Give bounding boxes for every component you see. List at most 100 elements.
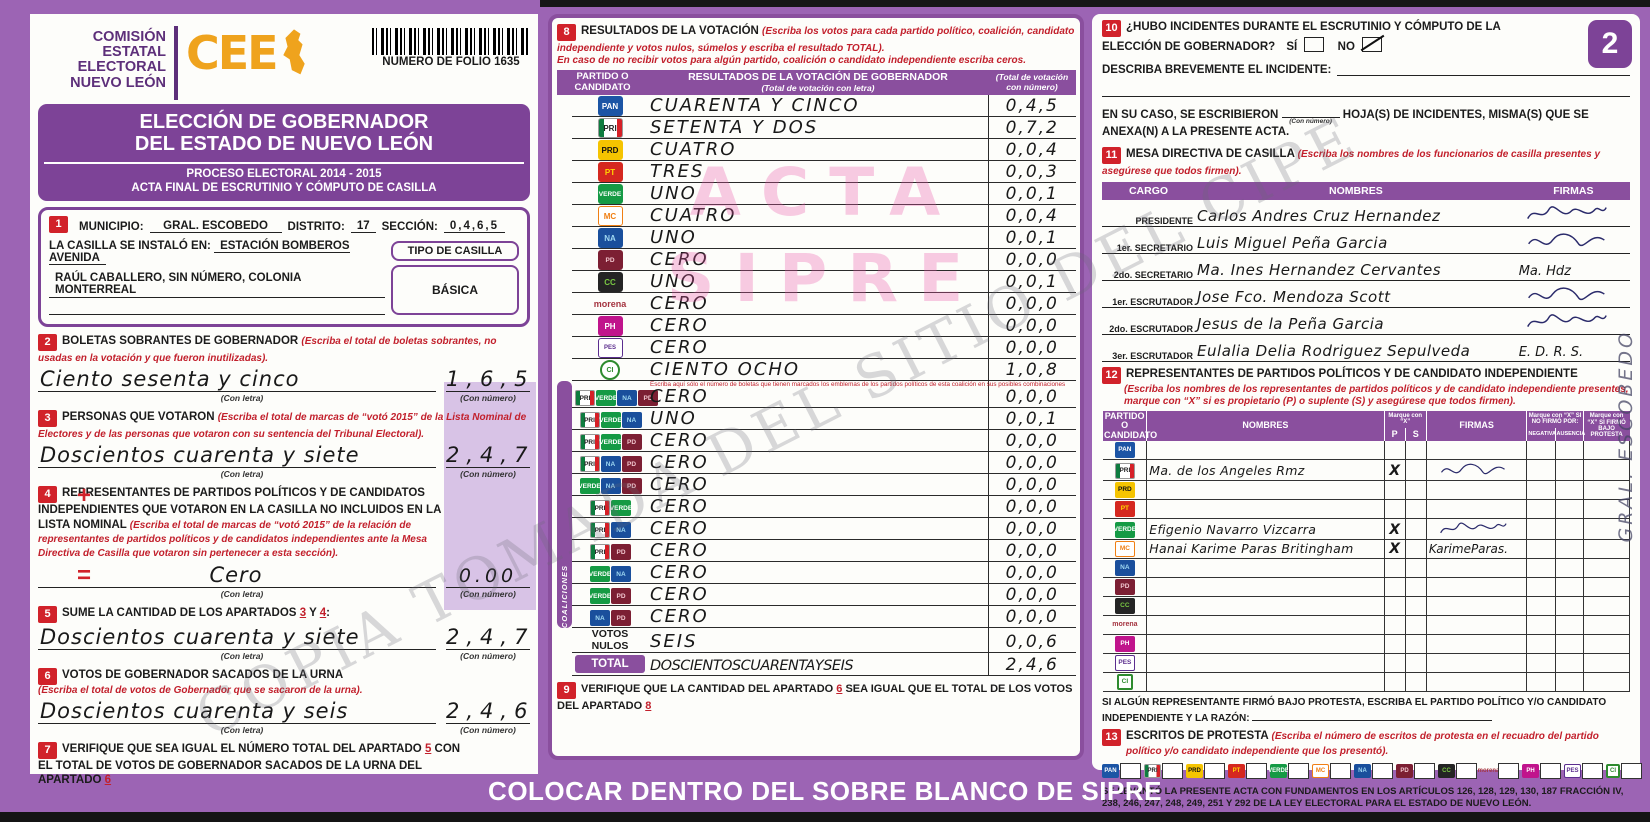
rep-firma-cell (1425, 615, 1528, 636)
results-row-pan: PAN CUARENTA Y CINCO 0,4,5 (557, 95, 1076, 118)
cee-logo: CEE (186, 18, 309, 80)
anexa-text-2: HOJA(S) DE INCIDENTES, MISMA(S) QUE SE (1342, 108, 1589, 121)
rep-nombre-cell: Hanai Karime Paras Britingham (1146, 539, 1385, 560)
con-letra-label: (Con letra) (220, 588, 264, 599)
nombre-cell: Ma. Ines Hernandez Cervantes (1195, 253, 1517, 281)
section-11-mesa-directiva: 11 MESA DIRECTIVA DE CASILLA (Escriba los… (1102, 147, 1630, 362)
funcionario-nombre: Jose Fco. Mendoza Scott (1197, 287, 1391, 306)
votes-letra: CERO (650, 496, 709, 518)
mesa-row-4: 1er. ESCRUTADOR Jose Fco. Mendoza Scott (1102, 280, 1630, 308)
section-number: 3 (38, 409, 57, 427)
votes-numero-cell: 0,0,1 (987, 407, 1076, 431)
votes-letra-cell: CERO (648, 539, 988, 563)
votes-letra-cell: SEIS (648, 627, 988, 654)
negativa-cell (1526, 672, 1556, 693)
votes-letra-cell: CERO (648, 429, 988, 453)
section-instructions: (Escriba el total de marcas de “votó 201… (38, 411, 527, 440)
suplente-cell (1404, 539, 1427, 560)
party-icon-mc: MC (1114, 540, 1135, 557)
party-icon-morena: morena (1477, 768, 1500, 775)
ausencia-cell (1554, 441, 1584, 461)
votes-letra-cell: CERO (648, 517, 988, 541)
party-icon-na: NA (597, 228, 623, 249)
party-icon-pri: PRI (579, 434, 600, 451)
protest-pair-pri: PRI (1144, 763, 1183, 780)
municipio-label: MUNICIPIO: (79, 220, 144, 233)
party-icon-pan: PAN (1102, 764, 1119, 779)
protest-count-box (1498, 763, 1519, 780)
mesa-row-3: 2do. SECRETARIO Ma. Ines Hernandez Cervan… (1102, 253, 1630, 281)
protest-count-box (1246, 763, 1267, 780)
con-letra-label: (Con letra) (220, 650, 264, 661)
scan-artifact-bottom (0, 812, 1650, 822)
votes-letra: UNO (650, 271, 697, 293)
propietario-cell (1383, 558, 1406, 579)
propietario-cell (1383, 480, 1406, 501)
rep-nombre-cell (1146, 615, 1385, 636)
party-icon-pd: PD (621, 478, 642, 495)
section-4-representantes-votaron: 4 REPRESENTANTES DE PARTIDOS POLÍTICOS Y … (38, 486, 530, 599)
party-icon-pri: PRI (1144, 764, 1161, 779)
suplente-cell (1404, 634, 1427, 655)
rep-nombre-cell (1146, 672, 1385, 693)
rep-firma-cell (1425, 653, 1528, 674)
votes-letra: SEIS (650, 631, 698, 653)
plus-operator: + (76, 482, 91, 509)
suplente-cell (1404, 518, 1427, 541)
results-coalition-row-4: PRI NA PD CERO 0,0,0 (557, 451, 1076, 475)
section-title-colon: : (326, 606, 331, 619)
reps-row-na: NA (1102, 558, 1631, 579)
rep-firma-cell (1425, 459, 1528, 482)
nombres-header: NOMBRES (1195, 181, 1517, 200)
con-numero-label: (Con número) (460, 588, 516, 599)
no-firmo-header: Marque con “X” SI NO FIRMÓ POR: (1528, 413, 1582, 426)
votes-letra: CERO (650, 518, 709, 540)
party-icon-pes: PES (1114, 654, 1135, 671)
party-icon-pri: PRI (575, 390, 595, 407)
section-2-boletas-sobrantes: 2 BOLETAS SOBRANTES DE GOBERNADOR (Escrib… (38, 333, 530, 403)
apartado-ref-5: 5 (424, 742, 432, 755)
party-icon-pd: PD (621, 434, 642, 451)
votes-letra: UNO (650, 227, 697, 249)
protest-note: SI ALGÚN REPRESENTANTE FIRMÓ BAJO PROTES… (1102, 696, 1630, 725)
party-icon-pri: PRI (597, 118, 623, 139)
votes-letra: CERO (650, 452, 709, 474)
results-row-total: TOTAL DOSCIENTOSCUARENTAYSEIS 2,4,6 (557, 652, 1076, 677)
suplente-cell (1404, 459, 1427, 482)
propietario-cell (1383, 441, 1406, 461)
section-3-personas-votaron: 3 PERSONAS QUE VOTARON (Escriba el total … (38, 409, 530, 479)
anexa-text-1: EN SU CASO, SE ESCRIBIERON (1102, 108, 1279, 121)
votes-numero: 0,0,0 (1005, 250, 1059, 271)
party-icon-pd: PD (621, 456, 642, 473)
reps-row-pes: PES (1102, 653, 1631, 674)
rep-nombre-cell (1146, 480, 1385, 501)
votes-numero: 0,0,0 (1005, 431, 1059, 452)
protesta-cell (1582, 441, 1631, 461)
ausencia-cell (1554, 499, 1584, 520)
con-numero-label: (Con número) (460, 392, 516, 403)
rep-nombre-cell (1146, 634, 1385, 655)
protest-pair-pan: PAN (1102, 763, 1141, 780)
rep-firma-cell (1425, 558, 1528, 579)
nombre-cell: Luis Miguel Peña Garcia (1195, 226, 1517, 254)
party-icon-pd: PD (611, 544, 631, 561)
votes-numero: 0,0,0 (1005, 475, 1059, 496)
protest-pair-ci: CI (1606, 763, 1642, 780)
votes-letra-cell: CERO (648, 495, 988, 519)
sum-highlight-strip (444, 382, 536, 610)
party-icon-pt: PT (1114, 500, 1135, 517)
votes-letra: CUARENTA Y CINCO (650, 95, 860, 117)
negativa-cell (1526, 459, 1556, 482)
votes-numero-cell: 0,0,1 (987, 226, 1076, 250)
suplente-cell (1404, 615, 1427, 636)
direccion-blank-line (49, 298, 385, 315)
mesa-header-row: CARGO NOMBRES FIRMAS (1102, 181, 1630, 200)
tipo-casilla-label: TIPO DE CASILLA (391, 240, 519, 261)
results-coalition-row-8: PRI PD CERO 0,0,0 (557, 539, 1076, 563)
party-icon-prd: PRD (1114, 481, 1135, 498)
results-table: PARTIDO O CANDIDATO RESULTADOS DE LA VOT… (557, 70, 1076, 677)
ausencia-cell (1554, 596, 1584, 617)
votes-letra-cell: CERO (648, 292, 988, 316)
firma-cell: Ma. Hdz (1516, 253, 1630, 281)
results-row-prd: PRD CUATRO 0,0,4 (557, 138, 1076, 162)
